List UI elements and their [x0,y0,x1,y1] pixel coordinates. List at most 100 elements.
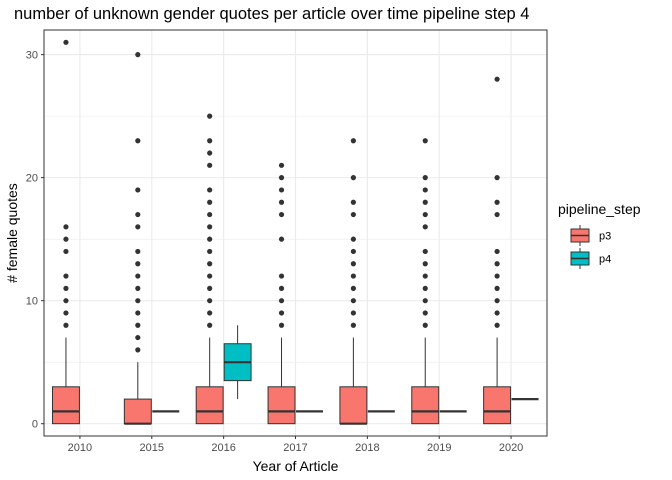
outlier-point [63,224,69,230]
outlier-point [207,199,213,205]
outlier-point [278,285,285,291]
outlier-point [422,298,428,304]
outlier-point [494,273,500,279]
x-tick-label: 2020 [499,442,523,454]
outlier-point [278,273,285,279]
outlier-point [422,138,428,144]
outlier-point [422,261,428,267]
y-tick-label: 0 [32,419,38,431]
outlier-point [207,298,213,304]
outlier-point [350,199,356,205]
box-p3-2010 [51,39,80,425]
outlier-point [207,224,213,230]
x-tick-label: 2018 [355,442,379,454]
legend-title: pipeline_step [558,201,641,217]
outlier-point [350,273,356,279]
outlier-point [63,310,69,316]
box-p3-2015 [123,52,152,425]
outlier-point [422,187,428,193]
outlier-point [63,39,69,45]
outlier-point [207,150,213,156]
box-body [483,386,512,425]
box-body [51,386,80,425]
box-p3-2016 [195,113,224,425]
box-p3-2019 [411,138,440,425]
outlier-point [494,175,500,181]
x-tick-label: 2017 [283,442,307,454]
outlier-point [135,334,141,341]
outlier-point [135,322,141,328]
box-layer [51,39,539,425]
outlier-point [135,273,141,279]
outlier-point [63,322,69,328]
outlier-point [494,211,500,218]
outlier-point [350,298,356,304]
y-tick-label: 30 [26,50,38,62]
outlier-point [135,248,141,255]
outlier-point [278,199,285,205]
y-axis-title: # female quotes [4,183,20,283]
outlier-point [494,248,500,255]
outlier-point [494,261,500,267]
outlier-point [207,248,213,255]
outlier-point [422,199,428,205]
outlier-point [422,224,428,230]
outlier-point [135,138,141,144]
outlier-point [207,322,213,328]
outlier-point [422,273,428,279]
outlier-point [207,285,213,291]
outlier-point [422,211,428,218]
outlier-point [135,347,141,353]
x-tick-label: 2015 [140,442,164,454]
outlier-point [350,236,356,242]
outlier-point [207,273,213,279]
outlier-point [207,113,213,119]
legend: pipeline_step p3 p4 [558,201,641,269]
grid-layer [44,30,547,436]
outlier-point [494,76,500,82]
outlier-point [350,285,356,291]
box-p3-2017 [267,162,296,425]
outlier-point [207,261,213,267]
outlier-point [63,298,69,304]
outlier-point [207,310,213,316]
outlier-point [278,322,285,328]
legend-label-p4: p4 [599,254,611,266]
outlier-point [63,236,69,242]
outlier-point [207,187,213,193]
x-axis-title: Year of Article [253,458,339,474]
outlier-point [207,162,213,168]
outlier-point [350,310,356,316]
outlier-point [135,298,141,304]
outlier-point [422,175,428,181]
outlier-point [422,310,428,316]
outlier-point [494,199,500,205]
x-tick-label: 2016 [211,442,235,454]
outlier-point [494,285,500,291]
box-body [123,398,152,425]
outlier-point [422,322,428,328]
outlier-point [278,236,285,242]
outlier-point [63,248,69,255]
outlier-point [422,248,428,255]
box-p3-2018 [339,138,368,425]
x-tick-label: 2019 [427,442,451,454]
box-body [411,386,440,425]
box-body [267,386,296,425]
outlier-point [350,211,356,218]
y-tick-label: 20 [26,173,38,185]
box-body [339,386,368,425]
outlier-point [350,248,356,255]
outlier-point [494,298,500,304]
box-body [195,386,224,425]
x-tick-label: 2010 [68,442,92,454]
outlier-point [494,310,500,316]
outlier-point [207,138,213,144]
outlier-point [207,211,213,218]
outlier-point [422,285,428,291]
outlier-point [278,162,285,168]
chart-title: number of unknown gender quotes per arti… [14,5,530,23]
outlier-point [135,261,141,267]
box-p4-2016 [223,325,252,400]
